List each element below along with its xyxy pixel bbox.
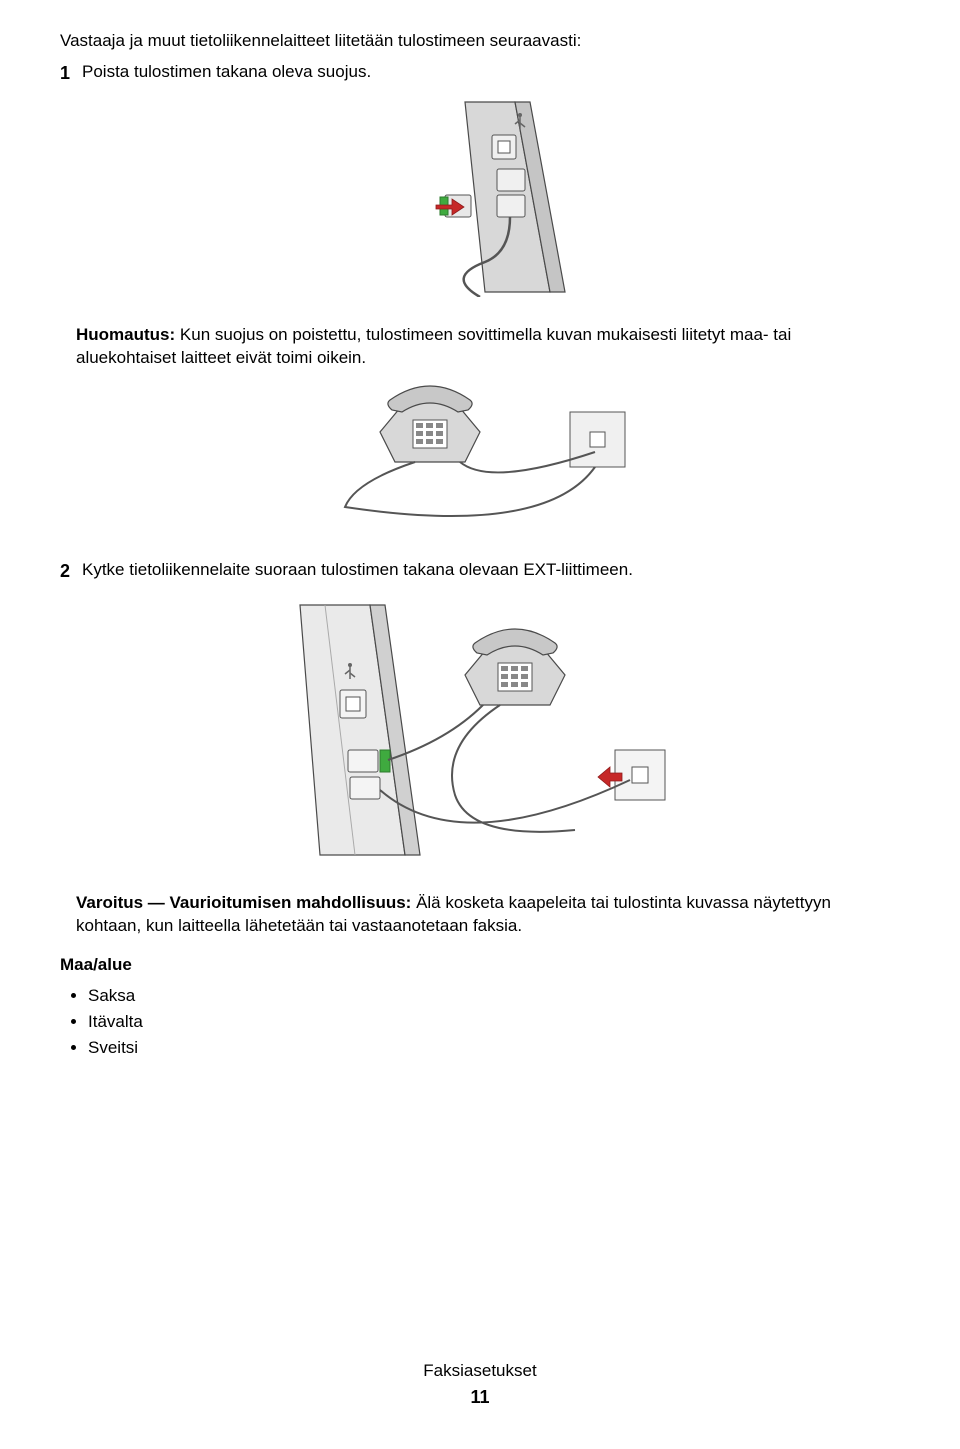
country-list: Saksa Itävalta Sveitsi (60, 985, 900, 1060)
warning-label: Varoitus — Vaurioitumisen mahdollisuus: (76, 893, 411, 912)
list-item: Itävalta (88, 1011, 900, 1034)
telephone-icon (465, 629, 565, 705)
wall-jack-icon (570, 412, 625, 467)
step-1: 1 Poista tulostimen takana oleva suojus. (60, 61, 900, 85)
note-text: Kun suojus on poistettu, tulostimeen sov… (76, 325, 791, 367)
figure-2-svg (300, 382, 660, 532)
warning: Varoitus — Vaurioitumisen mahdollisuus: … (76, 892, 884, 938)
list-item: Saksa (88, 985, 900, 1008)
step-2: 2 Kytke tietoliikennelaite suoraan tulos… (60, 559, 900, 583)
step-1-text: Poista tulostimen takana oleva suojus. (82, 61, 900, 84)
intro-text: Vastaaja ja muut tietoliikennelaitteet l… (60, 30, 900, 53)
region-heading: Maa/alue (60, 954, 900, 977)
note-label: Huomautus: (76, 325, 175, 344)
figure-1-svg (370, 97, 590, 297)
figure-2 (60, 382, 900, 539)
list-item: Sveitsi (88, 1037, 900, 1060)
step-1-number: 1 (60, 61, 82, 85)
wall-jack-icon (598, 750, 665, 800)
page-footer: Faksiasetukset 11 (60, 1360, 900, 1409)
figure-3 (60, 595, 900, 872)
removed-plug (436, 195, 471, 217)
footer-title: Faksiasetukset (60, 1360, 900, 1383)
note: Huomautus: Kun suojus on poistettu, tulo… (76, 324, 884, 370)
step-2-text: Kytke tietoliikennelaite suoraan tulosti… (82, 559, 900, 582)
figure-3-svg (270, 595, 690, 865)
footer-page-number: 11 (60, 1385, 900, 1409)
step-2-number: 2 (60, 559, 82, 583)
telephone-icon (380, 386, 480, 462)
figure-1 (60, 97, 900, 304)
